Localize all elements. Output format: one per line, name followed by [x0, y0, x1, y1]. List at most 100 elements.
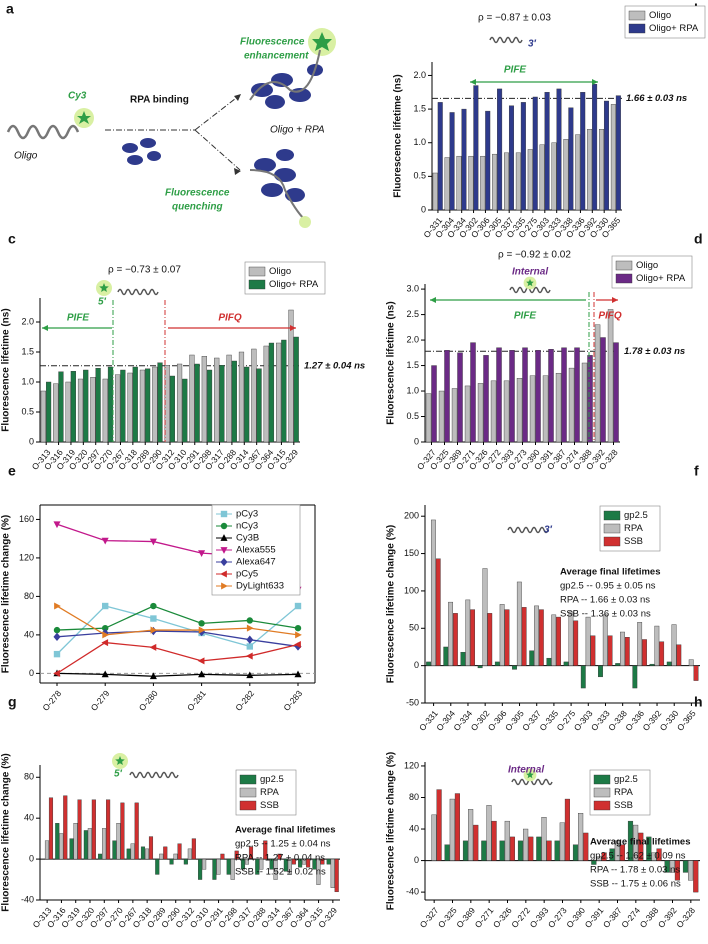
legend-swatch	[628, 10, 646, 21]
panel-label: f	[694, 463, 699, 479]
bar	[638, 832, 644, 861]
bar	[555, 372, 562, 443]
legend-label: nCy3	[236, 521, 258, 532]
legend-swatch	[615, 273, 633, 284]
bar	[115, 374, 121, 443]
bar	[573, 620, 579, 666]
x-tick-label: O-328	[674, 905, 697, 930]
bar	[306, 858, 311, 868]
bar	[693, 665, 699, 681]
legend-swatch	[628, 23, 646, 34]
bar	[206, 369, 213, 443]
bar	[145, 368, 151, 443]
bar	[480, 155, 486, 211]
annotation: PIFE	[504, 65, 527, 76]
bar	[312, 858, 317, 870]
bar	[556, 88, 562, 211]
y-tick-label: 150	[404, 548, 419, 558]
bar	[320, 858, 325, 865]
arrowhead	[430, 297, 436, 303]
marker	[150, 626, 158, 634]
y-tick-label: 1.0	[406, 385, 419, 395]
bar	[515, 152, 521, 211]
bar	[539, 144, 545, 211]
bar	[615, 95, 621, 211]
bar	[581, 362, 588, 443]
marker	[102, 624, 109, 632]
legend-swatch	[593, 787, 611, 798]
x-tick-label: O-327	[418, 905, 441, 930]
y-tick-label: 1.0	[413, 137, 426, 147]
bar	[53, 383, 59, 443]
bar	[283, 858, 288, 872]
y-tick-label: 40	[24, 629, 34, 639]
marker	[246, 635, 254, 644]
bar	[473, 824, 479, 861]
panel-label: h	[694, 694, 703, 710]
bar	[102, 828, 107, 860]
bar	[164, 365, 170, 443]
bar	[587, 355, 593, 443]
bar	[574, 347, 580, 443]
bar	[263, 840, 268, 860]
bar	[132, 366, 138, 443]
marker	[53, 669, 60, 677]
marker	[149, 672, 157, 680]
bar	[140, 846, 146, 860]
strand	[249, 49, 321, 101]
annotation: Internal	[508, 765, 544, 776]
note: SSB -- 1.36 ± 0.03 ns	[560, 609, 651, 620]
legend-label: DyLight633	[236, 581, 284, 592]
bar	[169, 375, 175, 443]
series-line	[56, 605, 299, 631]
bar	[551, 614, 557, 666]
bar	[48, 797, 54, 860]
x-tick-label: O-281	[185, 688, 208, 713]
bar	[596, 856, 602, 861]
note: gp2.5 -- 1.25 ± 0.04 ns	[235, 839, 331, 850]
bar	[546, 657, 552, 666]
y-tick-label: 0	[421, 204, 426, 214]
bar	[534, 605, 539, 666]
bar	[63, 795, 68, 860]
bar	[255, 858, 260, 875]
y-axis-label: Fluorescence lifetime (ns)	[393, 74, 404, 197]
bar	[503, 380, 510, 443]
y-tick-label: 1.5	[413, 103, 426, 113]
bar	[244, 366, 250, 443]
quenching-label: quenching	[172, 202, 223, 213]
bar	[134, 802, 139, 860]
bar	[106, 799, 111, 860]
y-tick-label: 0	[414, 436, 419, 446]
bar	[55, 823, 60, 860]
marker	[294, 602, 302, 610]
legend-swatch	[239, 787, 257, 798]
bar	[551, 142, 557, 211]
bar	[504, 820, 510, 861]
bar	[212, 858, 217, 880]
oligo-icon	[507, 526, 549, 534]
bar	[248, 846, 254, 860]
bar	[481, 840, 487, 861]
legend-label: RPA	[624, 523, 643, 534]
bar	[298, 858, 303, 868]
dye-star	[312, 32, 332, 51]
bar	[554, 840, 560, 861]
bar	[259, 858, 264, 870]
oligo-icon	[117, 288, 159, 296]
legend-label: gp2.5	[614, 774, 638, 785]
bar	[654, 625, 660, 666]
bar	[430, 519, 436, 666]
bar	[126, 848, 131, 860]
bar	[130, 843, 135, 860]
bar	[556, 616, 561, 666]
oligo-icon	[129, 771, 179, 779]
legend-swatch	[239, 774, 257, 785]
legend-label: gp2.5	[624, 510, 648, 521]
oligo-strand	[6, 124, 80, 140]
bar	[473, 85, 479, 211]
bar	[263, 345, 269, 443]
annotation: PIFQ	[218, 313, 242, 324]
bar	[431, 365, 437, 443]
